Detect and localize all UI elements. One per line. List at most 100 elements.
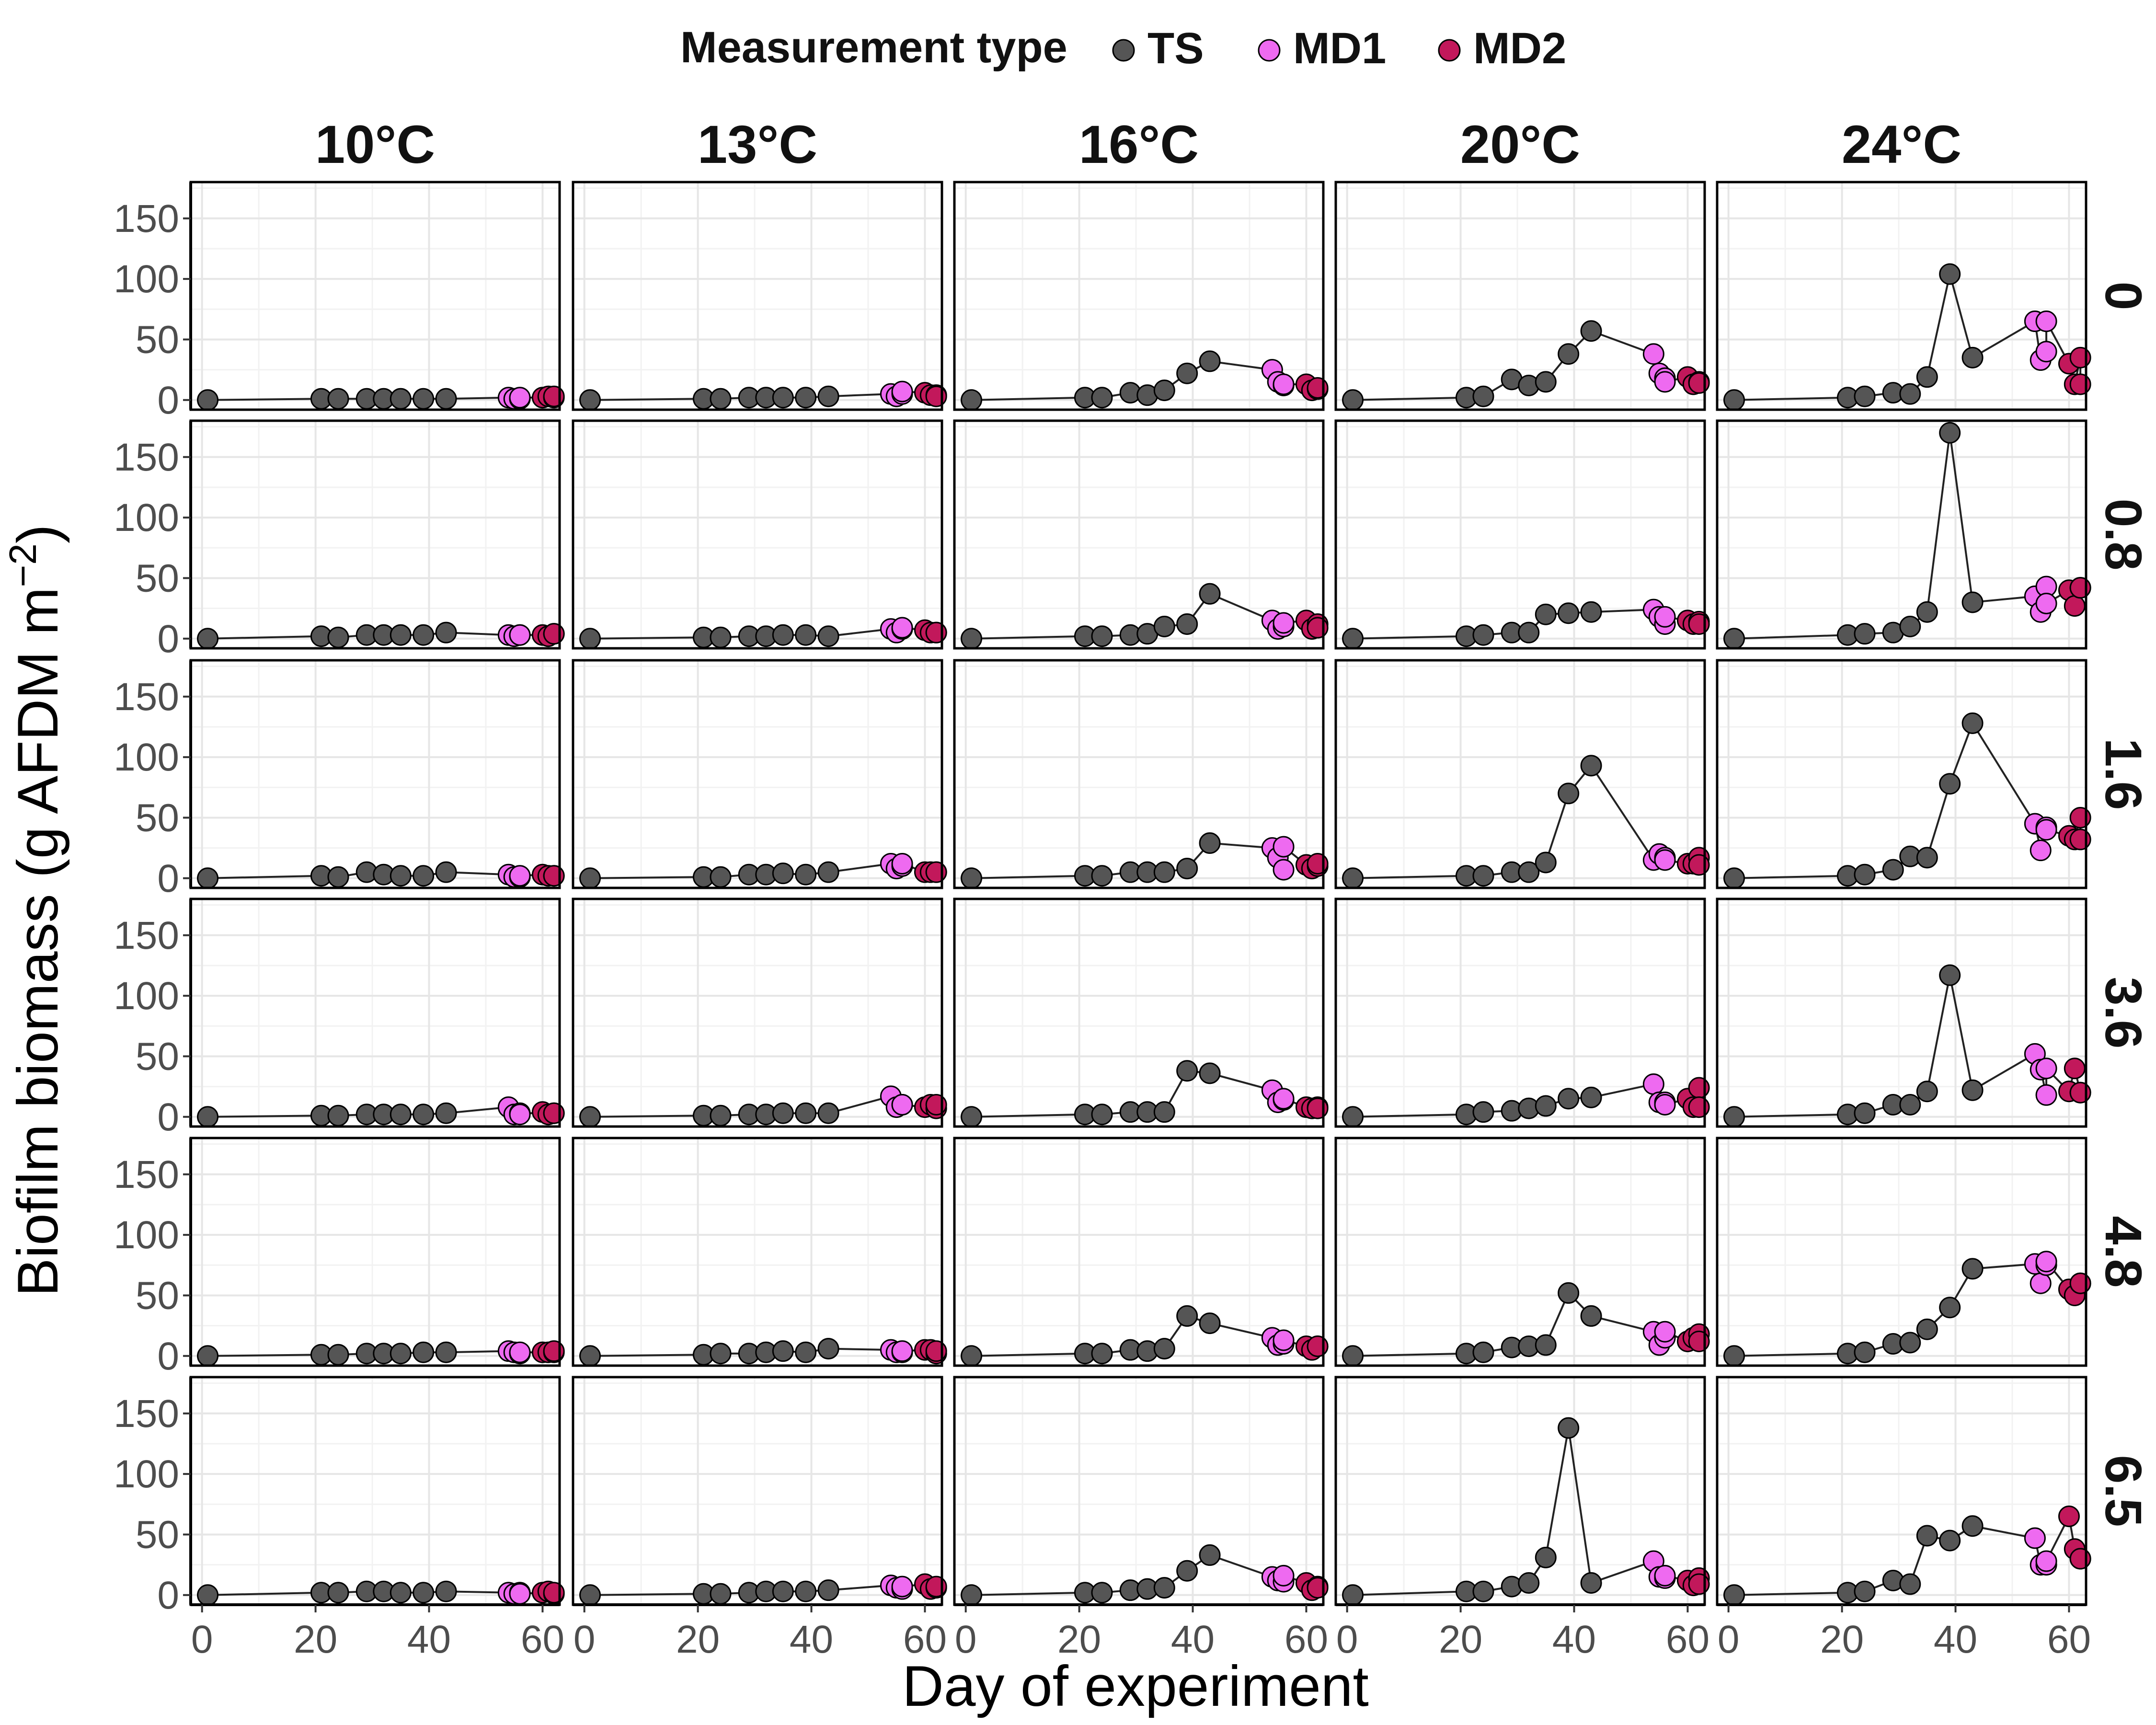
x-tick-label: 20: [1820, 1618, 1864, 1661]
ts-point: [1153, 1101, 1175, 1123]
ts-point: [390, 1104, 412, 1126]
ts-point: [1939, 422, 1961, 444]
x-tick-label: 0: [1718, 1618, 1740, 1661]
ts-point: [1342, 628, 1364, 650]
panel-r4-c3: [1334, 1137, 1710, 1367]
panel-border: [572, 659, 943, 889]
x-tick-label: 60: [2047, 1618, 2091, 1661]
ts-point: [817, 861, 839, 883]
ts-point: [710, 1343, 732, 1365]
panel-r4-c4: [1716, 1137, 2091, 1367]
ts-point: [197, 1345, 219, 1367]
row-label: 1.6: [2095, 738, 2153, 810]
x-tick-label: 0: [955, 1618, 977, 1661]
panel-r3-c3: [1334, 897, 1710, 1128]
md2-point: [2069, 1272, 2091, 1294]
ts-point: [1153, 1338, 1175, 1360]
y-tick-label: 50: [136, 556, 179, 600]
md2-point: [1688, 1077, 1710, 1099]
panel-background: [1336, 1138, 1705, 1366]
ts-point: [1723, 1106, 1745, 1128]
panel-r5-c0: [189, 1376, 565, 1606]
column-label: 20°C: [1460, 115, 1580, 174]
panel-r2-c2: [953, 659, 1329, 889]
ts-point: [1153, 616, 1175, 638]
panel-background: [191, 1138, 560, 1366]
ts-point: [772, 1340, 794, 1362]
ts-point: [1176, 613, 1198, 635]
panel-background: [1717, 1138, 2086, 1366]
md1-point: [1654, 1321, 1676, 1343]
md2-point: [543, 385, 565, 407]
panel-r2-c0: [189, 659, 565, 889]
ts-point: [1854, 863, 1876, 886]
md1-point: [509, 1583, 531, 1605]
ts-point: [710, 626, 732, 648]
ts-point: [795, 1102, 817, 1124]
ts-point: [1916, 1081, 1938, 1103]
y-tick-label: 0: [157, 857, 179, 900]
panel-border: [953, 181, 1325, 411]
ts-point: [1518, 1572, 1540, 1594]
md2-point: [1307, 1097, 1329, 1119]
ts-point: [1961, 1079, 1984, 1101]
ts-point: [1916, 1318, 1938, 1340]
x-axes: 0 20 40 60 0 20 40 60 0 20 40 60 0 20 40 60 0 20 40 60: [191, 1603, 2091, 1661]
md1-point: [2030, 1272, 2052, 1294]
md2-point: [1688, 613, 1710, 635]
ts-point: [817, 625, 839, 647]
md2-point: [925, 1340, 947, 1362]
ts-point: [1176, 858, 1198, 880]
md1-point: [1642, 343, 1664, 365]
panel-border: [953, 1137, 1325, 1367]
md1-point: [1273, 1088, 1295, 1110]
ts-point: [1723, 1345, 1745, 1367]
ts-point: [817, 385, 839, 407]
md1-point: [1654, 371, 1676, 393]
md2-point: [1688, 372, 1710, 394]
ts-point: [197, 628, 219, 650]
ts-point: [579, 867, 601, 889]
ts-point: [1472, 1101, 1494, 1123]
ts-point: [579, 628, 601, 650]
ts-point: [961, 1106, 983, 1128]
md2-point: [2069, 1548, 2091, 1570]
panel-background: [1336, 182, 1705, 410]
ts-point: [1472, 624, 1494, 646]
y-tick-label: 100: [114, 496, 179, 540]
md1-point: [2030, 840, 2052, 862]
ts-point: [1854, 623, 1876, 645]
ts-point: [1558, 1417, 1580, 1439]
x-tick-label: 20: [1439, 1618, 1482, 1661]
column-label: 24°C: [1842, 115, 1961, 174]
ts-point: [1854, 385, 1876, 407]
ts-point: [197, 867, 219, 889]
column-label: 16°C: [1079, 115, 1199, 174]
panel-r5-c3: [1334, 1376, 1710, 1606]
ts-point: [1091, 625, 1113, 647]
y-tick-label: 0: [157, 1574, 179, 1617]
y-tick-label: 100: [114, 257, 179, 301]
md2-point: [543, 865, 565, 887]
md1-point: [2024, 1527, 2046, 1549]
ts-point: [772, 1102, 794, 1124]
md2-point: [2069, 346, 2091, 368]
panel-background: [573, 899, 942, 1127]
ts-point: [1472, 1341, 1494, 1363]
md1-point: [891, 1094, 913, 1116]
ts-point: [1939, 964, 1961, 986]
panel-background: [573, 421, 942, 648]
ts-point: [413, 624, 435, 646]
md2-point: [2069, 373, 2091, 395]
ts-point: [1723, 867, 1745, 889]
ts-point: [1342, 1584, 1364, 1606]
ts-point: [1961, 1258, 1984, 1280]
md1-point: [509, 1104, 531, 1126]
ts-point: [327, 388, 349, 410]
ts-point: [1899, 383, 1921, 405]
ts-point: [1199, 1544, 1221, 1566]
md1-point: [891, 852, 913, 874]
md2-point: [1688, 1096, 1710, 1118]
panel-border: [1334, 659, 1706, 889]
ts-point: [413, 1104, 435, 1126]
